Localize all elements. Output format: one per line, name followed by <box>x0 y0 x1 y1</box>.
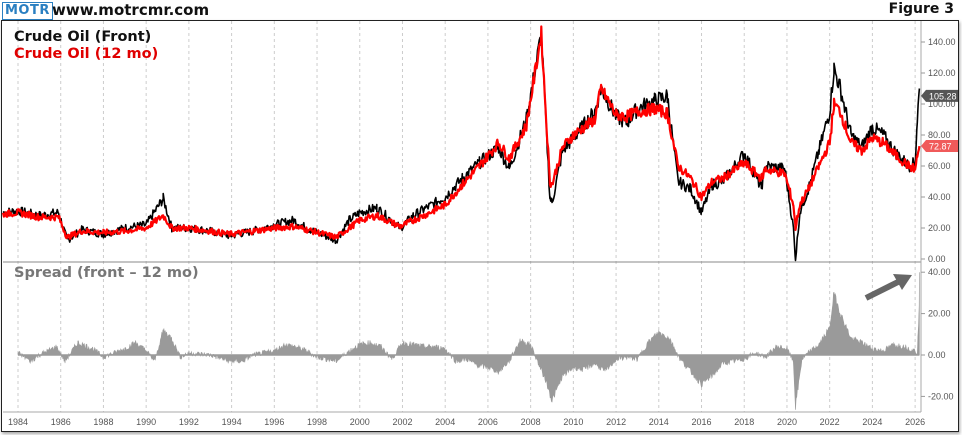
svg-text:2022: 2022 <box>820 417 840 427</box>
svg-text:-20.00: -20.00 <box>928 391 954 401</box>
site-url: www.motrcmr.com <box>52 1 210 19</box>
svg-text:72.87: 72.87 <box>929 142 952 152</box>
svg-text:1998: 1998 <box>307 417 327 427</box>
legend-spread: Spread (front – 12 mo) <box>14 265 199 281</box>
svg-text:20.00: 20.00 <box>928 223 951 233</box>
svg-text:2018: 2018 <box>734 417 754 427</box>
motr-logo: MOTR <box>2 2 53 20</box>
svg-text:60.00: 60.00 <box>928 161 951 171</box>
svg-text:2012: 2012 <box>606 417 626 427</box>
y-axis-ticks: 0.00 20.00 40.00 60.00 80.00 100.00 120.00 140.… <box>921 37 956 401</box>
price-lines <box>1 25 921 262</box>
svg-text:2004: 2004 <box>435 417 455 427</box>
svg-text:2024: 2024 <box>862 417 882 427</box>
svg-text:120.00: 120.00 <box>928 68 956 78</box>
legend-front: Crude Oil (Front) <box>14 29 152 45</box>
svg-text:40.00: 40.00 <box>928 267 951 277</box>
svg-text:20.00: 20.00 <box>928 309 951 319</box>
svg-text:1984: 1984 <box>8 417 28 427</box>
svg-text:1996: 1996 <box>264 417 284 427</box>
svg-text:1992: 1992 <box>179 417 199 427</box>
svg-text:2014: 2014 <box>649 417 669 427</box>
svg-text:2002: 2002 <box>392 417 412 427</box>
legend-twelve-month: Crude Oil (12 mo) <box>14 46 159 62</box>
header: MOTR www.motrcmr.com Figure 3 <box>0 0 962 20</box>
svg-text:2010: 2010 <box>563 417 583 427</box>
svg-text:2016: 2016 <box>692 417 712 427</box>
svg-text:2026: 2026 <box>905 417 925 427</box>
svg-text:140.00: 140.00 <box>928 37 956 47</box>
svg-text:0.00: 0.00 <box>928 350 946 360</box>
spread-area <box>17 272 920 410</box>
x-axis-ticks: 1984 1986 1988 1990 1992 1994 1996 1998 2000 2002… <box>8 417 925 427</box>
arrow-annotation <box>864 274 912 301</box>
svg-text:1986: 1986 <box>51 417 71 427</box>
svg-text:80.00: 80.00 <box>928 130 951 140</box>
svg-text:100.00: 100.00 <box>928 99 956 109</box>
svg-text:2000: 2000 <box>350 417 370 427</box>
svg-text:2020: 2020 <box>777 417 797 427</box>
svg-text:2008: 2008 <box>521 417 541 427</box>
svg-text:1994: 1994 <box>222 417 242 427</box>
svg-text:1990: 1990 <box>136 417 156 427</box>
figure-label: Figure 3 <box>888 1 954 17</box>
svg-text:2006: 2006 <box>478 417 498 427</box>
chart-frame <box>1 20 959 432</box>
svg-text:105.28: 105.28 <box>929 91 957 101</box>
last-value-badges: 105.28 72.87 <box>921 89 958 153</box>
svg-text:40.00: 40.00 <box>928 192 951 202</box>
svg-text:1988: 1988 <box>93 417 113 427</box>
svg-text:0.00: 0.00 <box>928 254 946 264</box>
